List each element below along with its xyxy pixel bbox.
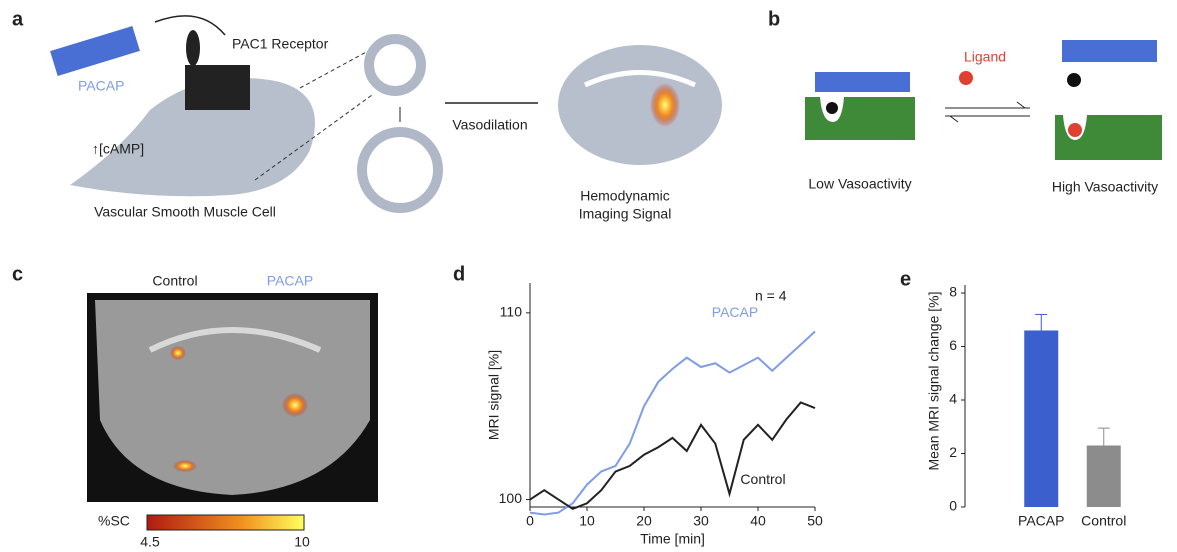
arrow-label: Vasodilation — [452, 117, 527, 133]
cell-label: Vascular Smooth Muscle Cell — [94, 204, 276, 220]
panel-label: e — [900, 268, 911, 290]
activation — [650, 83, 680, 127]
line — [530, 402, 815, 508]
signal-label: Hemodynamic — [580, 188, 669, 204]
x-tick-label: 30 — [693, 513, 709, 529]
receptor-label: PAC1 Receptor — [232, 36, 329, 52]
x-tick-label: PACAP — [1018, 513, 1064, 529]
y-tick-label: 2 — [949, 444, 957, 460]
signal-label: Imaging Signal — [579, 206, 672, 222]
panel-label: c — [12, 263, 23, 285]
receptor — [186, 30, 200, 66]
ligand — [959, 71, 973, 85]
panel-label: d — [453, 263, 465, 285]
x-tick-label: 0 — [526, 513, 534, 529]
x-axis-label: Time [min] — [640, 531, 705, 547]
dashed-line — [300, 50, 370, 88]
vessel — [362, 132, 438, 208]
side-label: PACAP — [267, 273, 313, 289]
colorbar-tick: 4.5 — [140, 534, 160, 550]
y-axis-label: MRI signal [%] — [486, 350, 502, 440]
site — [1067, 73, 1081, 87]
pacap-shape — [50, 26, 140, 76]
series-label: Control — [740, 471, 785, 487]
y-tick-label: 8 — [949, 284, 957, 300]
y-tick-label: 100 — [499, 490, 523, 506]
bar — [1024, 330, 1058, 507]
protein — [805, 97, 915, 140]
equilibrium — [945, 102, 1030, 122]
activation — [282, 393, 308, 417]
receptor — [185, 65, 250, 110]
y-tick-label: 110 — [500, 304, 523, 320]
protein — [815, 72, 910, 92]
panel-label: a — [12, 8, 24, 30]
camp-label: ↑[cAMP] — [92, 141, 144, 157]
ligand — [1068, 123, 1082, 137]
y-axis-label: Mean MRI signal change [%] — [926, 292, 942, 471]
vessel — [369, 39, 421, 91]
activation — [170, 346, 186, 360]
colorbar-label: %SC — [98, 513, 130, 529]
series-label: PACAP — [712, 304, 758, 320]
annotation: n = 4 — [755, 288, 787, 304]
x-tick-label: 20 — [636, 513, 652, 529]
line — [530, 332, 815, 515]
x-tick-label: 50 — [807, 513, 823, 529]
panel-label: b — [768, 8, 780, 30]
x-tick-label: 10 — [579, 513, 595, 529]
state-label: High Vasoactivity — [1052, 179, 1158, 195]
state-label: Low Vasoactivity — [808, 176, 911, 192]
colorbar-tick: 10 — [294, 534, 310, 550]
side-label: Control — [152, 273, 197, 289]
ligand-label: Ligand — [964, 49, 1006, 65]
y-tick-label: 4 — [949, 391, 957, 407]
x-tick-label: 40 — [750, 513, 766, 529]
protein — [1062, 40, 1157, 62]
colorbar — [147, 515, 304, 530]
protein — [1055, 115, 1162, 160]
x-tick-label: Control — [1081, 513, 1126, 529]
bar — [1087, 445, 1121, 507]
brain — [558, 45, 722, 165]
activation — [173, 460, 197, 472]
site — [826, 102, 838, 114]
y-tick-label: 6 — [949, 337, 957, 353]
y-tick-label: 0 — [949, 498, 957, 514]
ligand-label: PACAP — [78, 78, 124, 94]
figure: a PACAP PAC1 Receptor ↑[cAMP] Vascular S… — [0, 0, 1177, 552]
page: a PACAP PAC1 Receptor ↑[cAMP] Vascular S… — [0, 0, 1177, 552]
